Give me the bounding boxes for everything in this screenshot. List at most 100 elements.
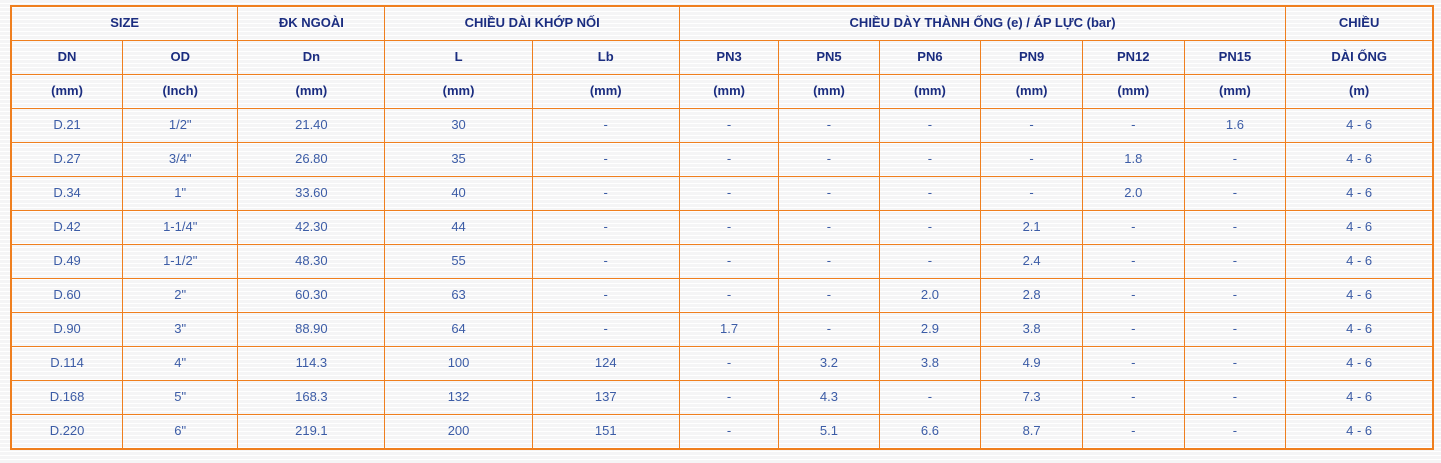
- table-cell-pn15: -: [1183, 346, 1287, 381]
- table-cell-dn: D.42: [10, 210, 124, 245]
- table-cell-od: 3/4": [122, 142, 239, 177]
- table-cell-pn5: 3.2: [778, 346, 880, 381]
- table-cell-pn3: -: [678, 108, 780, 143]
- column-header: L: [384, 40, 533, 75]
- column-header: SIZE: [10, 5, 239, 41]
- column-header: PN3: [678, 40, 780, 75]
- table-cell-pn9: 4.9: [980, 346, 1083, 381]
- table-cell-l: 64: [384, 312, 533, 347]
- column-header: (mm): [1081, 74, 1185, 109]
- table-cell-pn15: -: [1183, 142, 1287, 177]
- table-row: D.114 4" 114.3 100 124-3.2 3.8 4.9- -4 - 6: [10, 346, 1434, 381]
- column-header: (mm): [980, 74, 1083, 109]
- table-cell-l: 63: [384, 278, 533, 313]
- table-cell-pn12: -: [1081, 108, 1185, 143]
- header-row-1: SIZE ĐK NGOÀI CHIỀU DÀI KHỚP NỐI CHIỀU DÀY …: [10, 5, 1434, 41]
- table-cell-pn6: 2.9: [878, 312, 982, 347]
- table-cell-l: 35: [384, 142, 533, 177]
- table-cell-pn9: -: [980, 142, 1083, 177]
- table-cell-chieu-dai-ong: 4 - 6: [1285, 414, 1434, 450]
- column-header: (mm): [384, 74, 533, 109]
- table-cell-pn6: -: [878, 244, 982, 279]
- table-cell-pn15: 1.6: [1183, 108, 1287, 143]
- table-cell-pn15: -: [1183, 278, 1287, 313]
- table-cell-dn-outer: 48.30: [237, 244, 386, 279]
- table-cell-pn6: -: [878, 210, 982, 245]
- table-cell-lb: -: [531, 312, 680, 347]
- table-cell-pn9: -: [980, 108, 1083, 143]
- table-cell-l: 200: [384, 414, 533, 450]
- table-cell-pn12: -: [1081, 414, 1185, 450]
- table-cell-lb: -: [531, 108, 680, 143]
- table-cell-pn6: 6.6: [878, 414, 982, 450]
- table-cell-dn-outer: 60.30: [237, 278, 386, 313]
- table-cell-od: 3": [122, 312, 239, 347]
- table-cell-pn12: -: [1081, 210, 1185, 245]
- table-cell-pn6: -: [878, 108, 982, 143]
- table-cell-l: 132: [384, 380, 533, 415]
- table-cell-pn5: 5.1: [778, 414, 880, 450]
- table-cell-pn5: -: [778, 142, 880, 177]
- table-cell-dn: D.49: [10, 244, 124, 279]
- column-header: PN15: [1183, 40, 1287, 75]
- table-cell-l: 44: [384, 210, 533, 245]
- table-cell-pn5: -: [778, 312, 880, 347]
- table-cell-pn6: 2.0: [878, 278, 982, 313]
- table-cell-pn15: -: [1183, 414, 1287, 450]
- table-cell-od: 1/2": [122, 108, 239, 143]
- table-row: D.34 1" 33.60 40- - - - -2.0-4 - 6: [10, 176, 1434, 211]
- table-cell-od: 1-1/4": [122, 210, 239, 245]
- table-cell-pn15: -: [1183, 380, 1287, 415]
- table-cell-dn-outer: 88.90: [237, 312, 386, 347]
- table-cell-pn6: -: [878, 176, 982, 211]
- table-cell-chieu-dai-ong: 4 - 6: [1285, 380, 1434, 415]
- table-cell-lb: -: [531, 278, 680, 313]
- column-header: (mm): [778, 74, 880, 109]
- table-cell-od: 5": [122, 380, 239, 415]
- table-cell-pn3: -: [678, 244, 780, 279]
- table-cell-pn3: 1.7: [678, 312, 780, 347]
- table-cell-pn9: 7.3: [980, 380, 1083, 415]
- table-cell-pn3: -: [678, 414, 780, 450]
- column-header: (mm): [1183, 74, 1287, 109]
- column-header: CHIỀU DÀI KHỚP NỐI: [384, 5, 680, 41]
- table-cell-dn-outer: 114.3: [237, 346, 386, 381]
- table-cell-pn15: -: [1183, 176, 1287, 211]
- table-cell-chieu-dai-ong: 4 - 6: [1285, 108, 1434, 143]
- table-cell-pn6: -: [878, 142, 982, 177]
- column-header: (Inch): [122, 74, 239, 109]
- header-row-2: DN OD Dn L Lb PN3 PN5 PN6 PN9 PN12 PN15 DÀI ỐNG: [10, 40, 1434, 75]
- table-cell-pn5: -: [778, 210, 880, 245]
- table-cell-pn12: 2.0: [1081, 176, 1185, 211]
- table-cell-pn12: -: [1081, 244, 1185, 279]
- column-header: (mm): [878, 74, 982, 109]
- table-cell-chieu-dai-ong: 4 - 6: [1285, 346, 1434, 381]
- table-cell-pn15: -: [1183, 210, 1287, 245]
- table-cell-dn: D.168: [10, 380, 124, 415]
- table-row: D.220 6" 219.1 200 151-5.1 6.6 8.7- -4 - 6: [10, 414, 1434, 450]
- column-header: Dn: [237, 40, 386, 75]
- table-cell-pn6: 3.8: [878, 346, 982, 381]
- pipe-spec-table: SIZE ĐK NGOÀI CHIỀU DÀI KHỚP NỐI CHIỀU DÀY …: [10, 5, 1434, 450]
- header-row-3: (mm) (Inch) (mm) (mm) (mm) (mm) (mm) (mm) (mm) (m…: [10, 74, 1434, 109]
- table-cell-lb: -: [531, 210, 680, 245]
- table-cell-lb: 137: [531, 380, 680, 415]
- table-cell-pn12: 1.8: [1081, 142, 1185, 177]
- table-row: D.90 3" 88.90 64-1.7-2.9 3.8- -4 - 6: [10, 312, 1434, 347]
- table-cell-pn9: 2.4: [980, 244, 1083, 279]
- table-cell-pn9: 3.8: [980, 312, 1083, 347]
- table-cell-pn12: -: [1081, 278, 1185, 313]
- column-header: OD: [122, 40, 239, 75]
- table-cell-pn9: 2.1: [980, 210, 1083, 245]
- column-header: (m): [1285, 74, 1434, 109]
- table-cell-dn: D.220: [10, 414, 124, 450]
- table-row: D.60 2" 60.30 63- - -2.0 2.8- -4 - 6: [10, 278, 1434, 313]
- table-cell-lb: 124: [531, 346, 680, 381]
- table-cell-pn9: -: [980, 176, 1083, 211]
- table-cell-lb: -: [531, 142, 680, 177]
- table-cell-pn5: 4.3: [778, 380, 880, 415]
- column-header: PN9: [980, 40, 1083, 75]
- table-cell-pn3: -: [678, 278, 780, 313]
- table-cell-chieu-dai-ong: 4 - 6: [1285, 244, 1434, 279]
- column-header: PN12: [1081, 40, 1185, 75]
